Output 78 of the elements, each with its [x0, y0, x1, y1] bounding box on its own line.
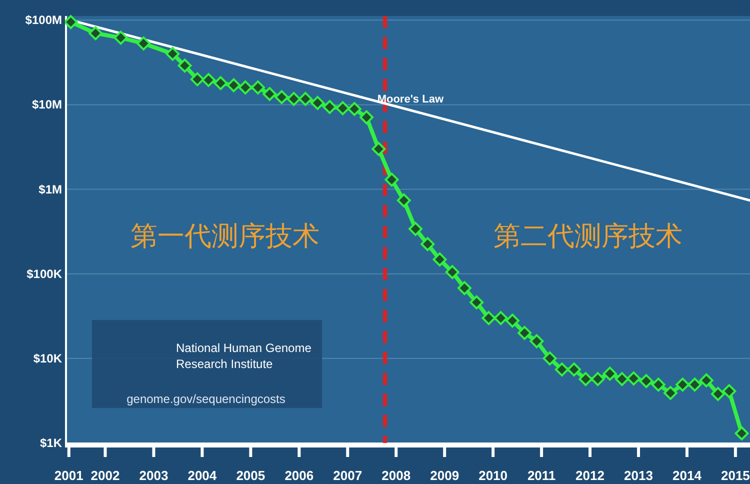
point [262, 86, 277, 101]
point [226, 78, 241, 92]
series-label: Moore's Law [377, 93, 444, 106]
point [396, 193, 411, 208]
point [274, 90, 289, 104]
y-tick-label: $100K [26, 266, 62, 281]
point [372, 142, 386, 156]
point [166, 46, 180, 61]
point [530, 334, 544, 348]
y-tick-label: $1M [38, 182, 62, 196]
x-tick-label: 2001 [54, 468, 84, 483]
point [615, 372, 630, 386]
point [286, 92, 301, 106]
point [214, 76, 228, 90]
x-tick-label: 2009 [430, 468, 460, 483]
point [567, 362, 582, 376]
point [178, 58, 192, 73]
x-tick-label: 2002 [90, 468, 120, 483]
point [65, 15, 78, 30]
annotation: 第一代测序技术 [130, 221, 320, 251]
x-tick-label: 2006 [284, 468, 314, 483]
point [482, 311, 496, 326]
point [734, 426, 749, 440]
annotation: 第二代测序技术 [494, 221, 682, 251]
point [688, 378, 702, 392]
x-tick-label: 2003 [139, 468, 168, 483]
point [626, 371, 641, 386]
point [505, 314, 520, 328]
point [722, 384, 736, 398]
point [639, 374, 654, 388]
x-tick-label: 2013 [624, 468, 653, 483]
y-tick-label: $10M [32, 98, 62, 112]
x-tick-label: 2014 [672, 468, 702, 483]
annotation: genome.gov/sequencingcosts [126, 392, 286, 406]
point [322, 100, 337, 114]
point [676, 378, 690, 392]
y-tick-label: $10K [33, 351, 62, 366]
point [602, 366, 617, 381]
point [250, 80, 265, 94]
point [420, 237, 435, 252]
point [663, 386, 678, 400]
x-tick-label: 2011 [527, 468, 556, 483]
point [590, 372, 605, 386]
point [88, 26, 103, 40]
x-tick-label: 2010 [478, 468, 508, 483]
point [136, 36, 151, 50]
point [298, 92, 312, 106]
point [651, 378, 666, 392]
x-tick-label: 2004 [188, 468, 218, 483]
point [310, 96, 325, 110]
point [384, 172, 399, 187]
point [578, 372, 593, 386]
point [347, 102, 362, 116]
annotation: National Human Genome Research Institute [176, 341, 312, 371]
point [432, 252, 447, 266]
point [360, 110, 374, 124]
point [336, 101, 350, 116]
point [201, 73, 216, 88]
x-tick-label: 2008 [382, 468, 411, 483]
point [554, 362, 569, 376]
point [699, 373, 714, 388]
point [408, 222, 422, 236]
x-tick-label: 2005 [236, 468, 266, 483]
point [114, 30, 128, 45]
x-tick-label: 2007 [333, 468, 362, 483]
point [457, 281, 472, 296]
x-tick-label: 2012 [576, 468, 604, 483]
point [190, 72, 204, 86]
y-tick-label: $1K [40, 436, 62, 450]
point [445, 265, 460, 280]
point [542, 351, 557, 366]
point [518, 326, 532, 340]
x-tick-label: 2015 [720, 468, 750, 483]
point [494, 311, 508, 326]
point [711, 386, 726, 401]
point [238, 80, 252, 94]
point [470, 295, 484, 310]
y-tick-label: $100M [25, 13, 62, 28]
